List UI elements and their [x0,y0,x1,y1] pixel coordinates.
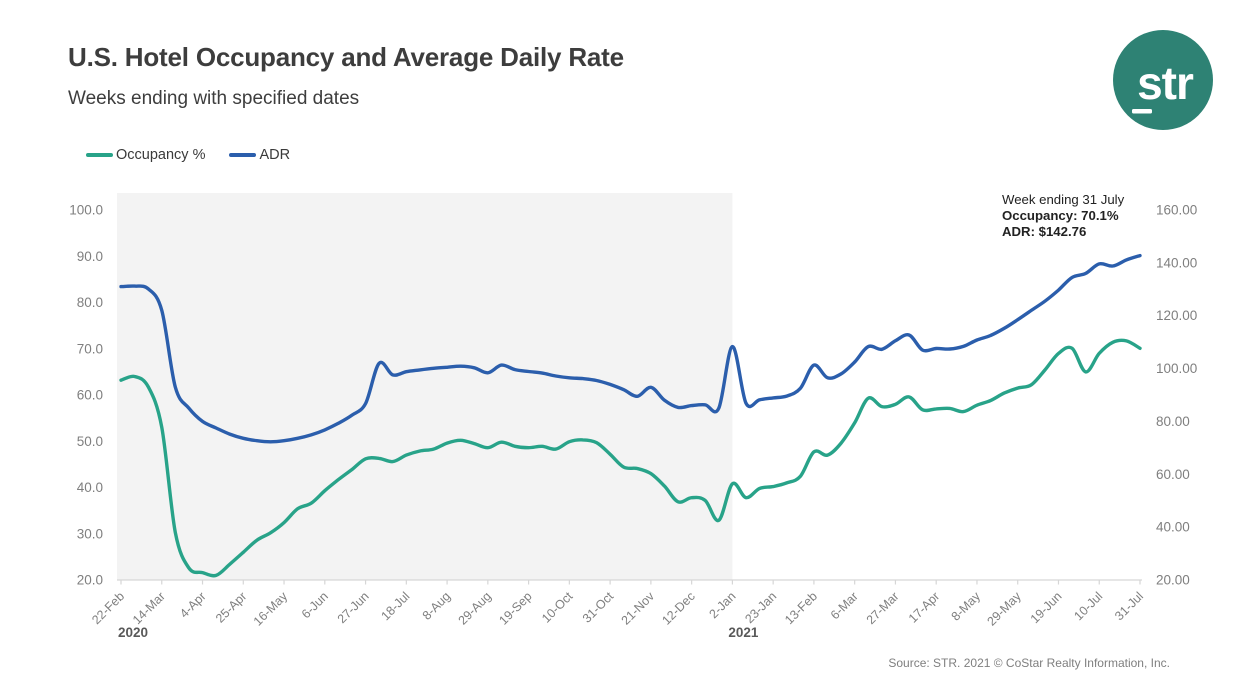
year-label-2020: 2020 [118,625,148,640]
str-logo-circle [1113,30,1213,130]
chart-legend: Occupancy % ADR [86,147,314,163]
y-right-tick-label: 80.00 [1156,414,1190,429]
x-tick-label: 25-Apr [213,589,249,625]
x-tick-label: 27-Jun [335,589,372,626]
page-title: U.S. Hotel Occupancy and Average Daily R… [68,42,624,72]
y-left-tick-label: 40.0 [77,480,103,495]
year-label-2021: 2021 [728,625,759,640]
x-tick-label: 10-Jul [1071,589,1105,623]
legend-item-adr: ADR [229,147,290,163]
y-right-tick-label: 160.00 [1156,203,1197,218]
x-tick-label: 13-Feb [782,589,820,627]
y-right-tick-label: 120.00 [1156,308,1197,323]
x-tick-label: 21-Nov [619,589,658,628]
y-left-tick-label: 70.0 [77,341,103,356]
annotation-adr: ADR: $142.76 [1002,223,1087,239]
y-right-tick-label: 20.00 [1156,573,1190,588]
y-left-tick-label: 90.0 [77,249,103,264]
x-tick-label: 10-Oct [539,589,576,626]
shaded-2020-band [117,193,733,580]
x-tick-label: 2-Jan [707,589,739,621]
y-right-tick-label: 40.00 [1156,520,1190,535]
occupancy-line-swatch [86,153,113,157]
occupancy-line [119,338,1142,578]
x-tick-label: 27-Mar [864,589,902,627]
x-tick-label: 8-Aug [420,589,454,623]
x-tick-label: 16-May [251,589,291,629]
x-tick-label: 12-Dec [659,589,697,627]
legend-item-occupancy: Occupancy % [86,147,205,163]
y-left-tick-label: 20.0 [77,573,103,588]
x-tick-label: 8-May [949,589,984,624]
x-tick-label: 29-May [984,589,1024,629]
adr-line-swatch [229,153,257,157]
x-tick-label: 22-Feb [89,589,127,627]
x-tick-label: 23-Jan [742,589,779,626]
x-tick-label: 31-Oct [580,589,617,626]
x-tick-label: 4-Apr [177,589,209,621]
x-tick-label: 19-Jun [1028,589,1065,626]
adr-line [119,253,1142,444]
annotation-occupancy: Occupancy: 70.1% [1002,207,1119,223]
last-week-annotation: Week ending 31 July Occupancy: 70.1% ADR… [1002,192,1124,239]
annotation-week: Week ending 31 July [1002,192,1125,207]
str-logo: str [1113,30,1213,130]
x-tick-label: 19-Sep [496,589,534,627]
legend-label-occupancy: Occupancy % [116,147,206,163]
legend-label-adr: ADR [259,147,291,163]
y-left-tick-label: 50.0 [77,434,103,449]
y-left-tick-label: 30.0 [77,526,103,541]
str-logo-underline [1132,109,1152,114]
x-tick-label: 17-Apr [906,589,942,625]
y-left-tick-label: 80.0 [77,295,103,310]
y-left-tick-label: 100.0 [69,203,103,218]
source-credit: Source: STR. 2021 © CoStar Realty Inform… [888,656,1170,670]
page-subtitle: Weeks ending with specified dates [68,88,360,109]
x-tick-label: 29-Aug [456,589,494,627]
x-tick-label: 6-Mar [828,589,861,622]
x-tick-label: 14-Mar [130,589,168,627]
x-tick-label: 18-Jul [378,589,412,623]
x-tick-label: 31-Jul [1112,589,1146,623]
y-right-tick-label: 140.00 [1156,255,1197,270]
x-tick-label: 6-Jun [299,589,331,621]
str-logo-text: str [1137,57,1194,109]
y-right-tick-label: 100.00 [1156,361,1197,376]
y-left-tick-label: 60.0 [77,388,103,403]
y-right-tick-label: 60.00 [1156,467,1190,482]
